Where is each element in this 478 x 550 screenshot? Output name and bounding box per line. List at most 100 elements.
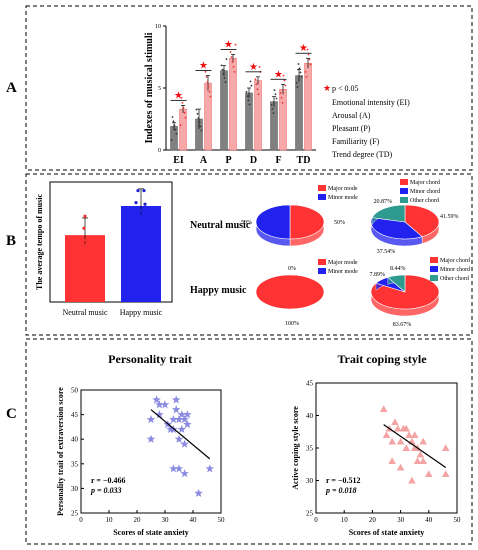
a-dot-series1 bbox=[173, 124, 176, 127]
b-chord-happy-legend-label: Other chord bbox=[440, 276, 469, 282]
c-right-title: Trait coping style bbox=[337, 352, 427, 366]
c-left-title: Personality trait bbox=[108, 352, 192, 366]
c-left-y-tick-label: 35 bbox=[71, 460, 79, 468]
a-dot-series2 bbox=[234, 43, 237, 46]
a-dot-series2 bbox=[208, 90, 211, 93]
b-mode-happy-legend-swatch bbox=[318, 259, 326, 265]
b-chord-neutral-legend-label: Other chord bbox=[410, 198, 439, 204]
a-sig-star: ★ bbox=[199, 61, 208, 72]
b-chord-happy-legend-label: Major chord bbox=[440, 258, 470, 264]
a-bar-series1 bbox=[295, 75, 303, 151]
c-left-x-tick-label: 0 bbox=[79, 516, 83, 524]
c-left-x-tick-label: 40 bbox=[190, 516, 198, 524]
b-dot bbox=[134, 200, 138, 205]
c-left-y-tick-label: 30 bbox=[71, 485, 79, 493]
a-sig-star: ★ bbox=[224, 40, 233, 51]
a-dot-series1 bbox=[300, 75, 303, 78]
c-left-point bbox=[174, 464, 184, 473]
b-mode-neutral-legend-swatch bbox=[318, 194, 326, 200]
c-left-y-tick-label: 45 bbox=[71, 411, 79, 419]
c-left-y-tick-label: 50 bbox=[71, 387, 79, 395]
a-dot-series2 bbox=[308, 58, 311, 61]
b-x-tick-label: Neutral music bbox=[62, 308, 108, 317]
c-right-y-tick-label: 35 bbox=[306, 445, 314, 453]
a-dot-series1 bbox=[220, 64, 223, 67]
a-dot-series1 bbox=[299, 71, 302, 74]
c-right-x-axis-title: Scores of state anxiety bbox=[349, 528, 425, 537]
b-chord-neutral-legend-swatch bbox=[400, 197, 408, 203]
c-left-point bbox=[155, 410, 164, 419]
a-dot-series1 bbox=[272, 112, 275, 115]
a-dot-series2 bbox=[181, 101, 184, 104]
c-right-x-tick-label: 50 bbox=[454, 516, 462, 524]
a-dot-series2 bbox=[258, 66, 261, 68]
c-left-point bbox=[155, 400, 164, 409]
a-dot-series1 bbox=[198, 121, 201, 124]
c-left-point bbox=[171, 395, 181, 404]
b-dot bbox=[142, 188, 146, 193]
c-left-point bbox=[174, 434, 184, 443]
b-mode-happy-legend-label: Minor mode bbox=[328, 269, 358, 275]
c-left-point bbox=[152, 395, 161, 404]
b-y-axis-title: The average tempo of music bbox=[35, 194, 44, 290]
a-dot-series1 bbox=[172, 120, 175, 123]
a-x-tick-label: D bbox=[250, 155, 257, 166]
a-dot-series2 bbox=[209, 95, 212, 98]
a-dot-series1 bbox=[174, 128, 177, 131]
b-row-label-neutral: Neutral music bbox=[190, 220, 251, 231]
c-right-point bbox=[425, 470, 433, 478]
a-dot-series2 bbox=[305, 75, 308, 78]
b-chord-happy-legend-swatch bbox=[430, 257, 438, 263]
c-left-point bbox=[194, 488, 203, 497]
a-sig-star: ★ bbox=[299, 43, 308, 54]
a-y-tick-label: 5 bbox=[158, 86, 161, 92]
a-legend-entry: Pleasant (P) bbox=[332, 124, 371, 133]
a-dot-series1 bbox=[250, 84, 253, 87]
c-right-point bbox=[402, 424, 411, 432]
c-right-point bbox=[441, 470, 450, 478]
a-x-tick-label: P bbox=[225, 155, 231, 166]
c-right-y-tick-label: 30 bbox=[306, 477, 314, 485]
a-dot-series2 bbox=[205, 75, 208, 78]
a-legend-star: ★ bbox=[323, 83, 331, 93]
b-plot-frame bbox=[49, 181, 173, 303]
a-dot-series1 bbox=[297, 63, 300, 65]
a-dot-series2 bbox=[280, 97, 283, 99]
c-right-point bbox=[410, 431, 419, 439]
c-left-y-tick-label: 40 bbox=[71, 436, 79, 444]
c-right-point bbox=[413, 457, 422, 465]
c-right-x-tick-label: 20 bbox=[369, 516, 377, 524]
a-dot-series1 bbox=[224, 81, 227, 84]
c-left-x-tick-label: 30 bbox=[162, 516, 170, 524]
c-right-stat-r: r = −0.512 bbox=[326, 476, 361, 485]
b-dot bbox=[82, 226, 86, 230]
c-right-point bbox=[419, 457, 427, 465]
a-legend-star-label: p < 0.05 bbox=[332, 84, 359, 93]
a-dot-series1 bbox=[296, 86, 299, 89]
a-dot-series2 bbox=[180, 97, 183, 99]
c-left-trend-line bbox=[150, 409, 211, 460]
a-dot-series1 bbox=[246, 95, 249, 98]
panel-c-left-scatter: Personality trait 0 10 20 30 40 50 25 30 35 40 45 50… bbox=[56, 352, 225, 537]
a-dot-series1 bbox=[270, 103, 273, 106]
c-left-point bbox=[169, 415, 178, 424]
b-chord-happy-slice bbox=[387, 274, 406, 293]
c-right-point bbox=[396, 437, 405, 445]
a-dot-series2 bbox=[230, 56, 233, 58]
a-bar-series1 bbox=[270, 101, 278, 151]
a-bar-series2 bbox=[279, 88, 287, 151]
b-chord-happy-legend-swatch bbox=[430, 266, 438, 272]
c-left-x-axis-title: Scores of state anxiety bbox=[113, 528, 189, 537]
a-dot-series2 bbox=[183, 111, 186, 114]
c-right-point bbox=[382, 431, 391, 439]
b-chord-happy-legend-swatch bbox=[430, 275, 438, 281]
a-dot-series1 bbox=[223, 77, 226, 79]
c-right-x-tick-label: 0 bbox=[314, 516, 318, 524]
a-bar-series2 bbox=[229, 57, 237, 151]
b-bar bbox=[121, 206, 161, 302]
c-right-point bbox=[393, 424, 402, 432]
panel-b-pie-charts: Neutral music Happy music Major mode Minor … bbox=[190, 179, 470, 328]
a-dot-series1 bbox=[221, 68, 224, 71]
a-dot-series2 bbox=[254, 78, 257, 81]
